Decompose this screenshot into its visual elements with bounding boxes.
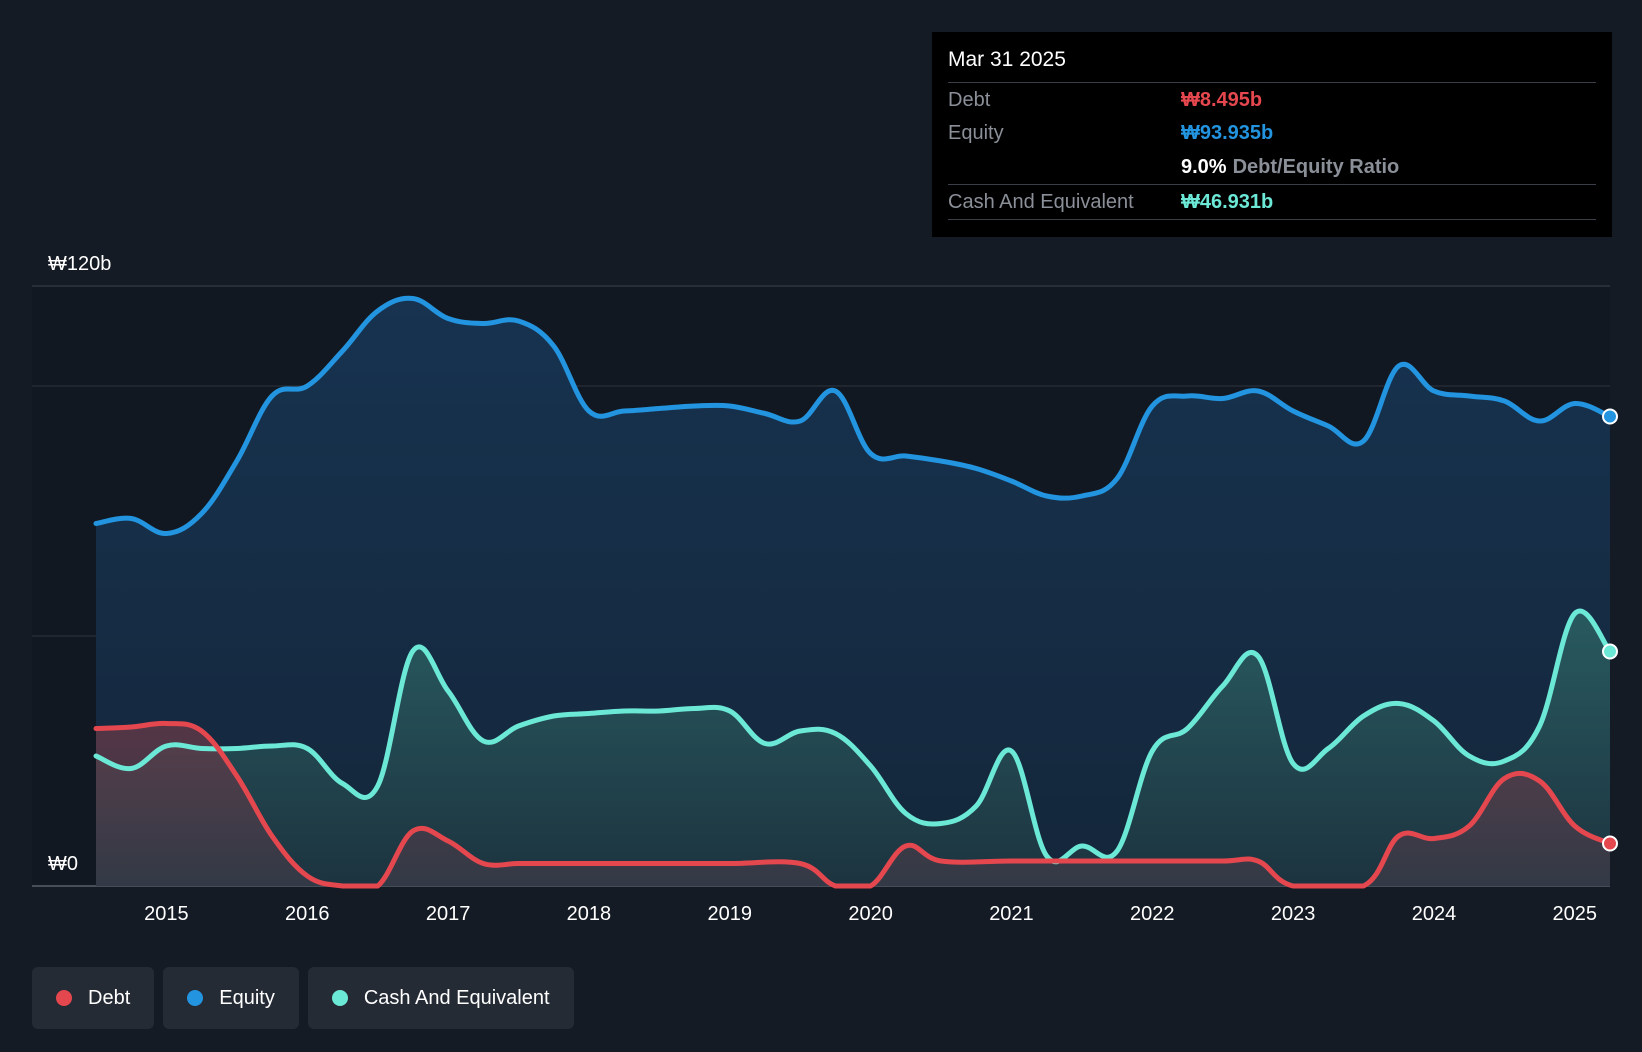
legend-debt-label: Debt (88, 986, 131, 1009)
equity-line (93, 295, 1613, 536)
tooltip-equity-value: ₩93.935b (1181, 122, 1274, 144)
y-axis-bottom-label: ₩0 (48, 853, 78, 875)
tooltip: Mar 31 2025 Debt ₩8.495b Equity ₩93.935b… (932, 32, 1612, 237)
tooltip-debt-value: ₩8.495b (1181, 89, 1263, 111)
legend-item-cash[interactable]: Cash And Equivalent (307, 967, 574, 1029)
x-tick-label: 2018 (567, 903, 612, 925)
x-tick-label: 2016 (285, 903, 330, 925)
tooltip-row-debt: Debt ₩8.495b (948, 82, 1596, 117)
tooltip-ratio-value: 9.0% (1181, 156, 1227, 178)
tooltip-date: Mar 31 2025 (948, 48, 1066, 71)
debt-dot-icon (56, 990, 72, 1006)
debt-area (96, 723, 1610, 886)
cash-endpoint[interactable] (1602, 643, 1618, 660)
equity-dot-icon (187, 990, 204, 1006)
tooltip-row-cash: Cash And Equivalent ₩46.931b (948, 184, 1596, 220)
cash-line (93, 608, 1613, 865)
legend-equity-label: Equity (219, 986, 275, 1009)
tooltip-cash-label: Cash And Equivalent (948, 191, 1134, 213)
x-tick-label: 2015 (144, 903, 189, 925)
cash-dot-icon (331, 990, 348, 1006)
tooltip-row-equity: Equity ₩93.935b (948, 116, 1596, 150)
equity-endpoint[interactable] (1602, 408, 1618, 425)
legend-cash-label: Cash And Equivalent (363, 986, 550, 1009)
legend-item-debt[interactable]: Debt (32, 967, 155, 1029)
legend-item-equity[interactable]: Equity (163, 967, 299, 1029)
x-tick-label: 2017 (426, 903, 471, 925)
tooltip-debt-label: Debt (948, 89, 991, 111)
x-tick-label: 2023 (1271, 903, 1316, 925)
tooltip-row-ratio: 9.0% Debt/Equity Ratio (948, 150, 1596, 184)
tooltip-cash-value: ₩46.931b (1181, 191, 1274, 213)
tooltip-ratio-label: Debt/Equity Ratio (1232, 156, 1400, 178)
x-axis-ticks: 2015 2016 2017 2018 2019 2020 2021 2022 2023 2024… (144, 903, 1597, 925)
x-tick-label: 2019 (708, 903, 753, 925)
x-tick-label: 2020 (848, 903, 893, 925)
y-axis-top-label: ₩120b (48, 253, 111, 275)
tooltip-equity-label: Equity (948, 122, 1004, 144)
x-tick-label: 2025 (1553, 903, 1598, 925)
tooltip-ratio: 9.0% Debt/Equity Ratio (1181, 156, 1399, 179)
x-tick-label: 2022 (1130, 903, 1175, 925)
legend: Debt Equity Cash And Equivalent (32, 967, 574, 1029)
x-tick-label: 2024 (1412, 903, 1457, 925)
debt-line (93, 720, 1613, 889)
x-tick-label: 2021 (989, 903, 1034, 925)
debt-endpoint[interactable] (1602, 835, 1618, 852)
